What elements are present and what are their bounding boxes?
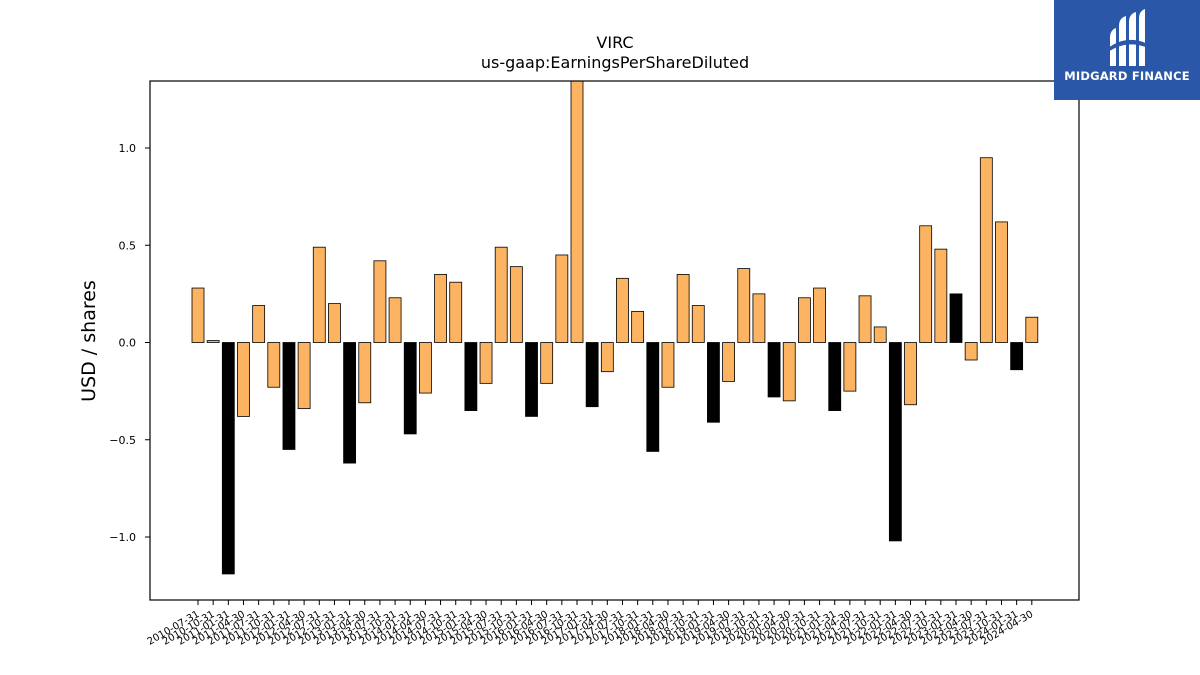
bar-2018-10-31 <box>691 305 705 343</box>
bar-2011-07-31 <box>252 305 266 343</box>
bar-2015-10-31 <box>509 266 523 343</box>
bar-2023-10-31 <box>995 221 1008 343</box>
y-tick-label: −1.0 <box>109 531 136 544</box>
y-axis-label: USD / shares <box>78 280 100 402</box>
bars-group <box>191 80 1039 575</box>
bar-2020-04-30 <box>782 342 796 402</box>
bar-2024-01-31 <box>1010 342 1024 371</box>
bar-2016-10-31 <box>570 80 584 343</box>
bar-2018-07-31 <box>676 274 690 343</box>
bar-2019-10-31 <box>752 293 766 343</box>
bar-2024-04-30 <box>1025 316 1039 343</box>
bar-2015-01-31 <box>464 342 478 411</box>
bar-2013-04-30 <box>358 342 372 404</box>
y-tick-label: 0.5 <box>119 239 137 252</box>
bar-2020-10-31 <box>813 287 826 343</box>
bar-2014-10-31 <box>449 281 463 343</box>
y-tick-label: −0.5 <box>109 434 136 447</box>
bar-2012-01-31 <box>282 342 296 450</box>
bar-2019-01-31 <box>707 342 720 423</box>
bar-2016-07-31 <box>555 254 569 343</box>
bar-2011-04-30 <box>237 342 250 417</box>
y-tick-label: 0.0 <box>119 337 137 350</box>
bar-2012-07-31 <box>312 246 326 343</box>
bar-2016-01-31 <box>525 342 538 417</box>
brand-logo: MIDGARD FINANCE <box>1054 0 1200 100</box>
bar-2017-01-31 <box>585 342 599 408</box>
bar-2011-10-31 <box>267 342 281 388</box>
bar-2019-07-31 <box>737 268 751 343</box>
bar-2015-04-30 <box>479 342 493 384</box>
bar-2016-04-30 <box>540 342 554 384</box>
bar-2021-10-31 <box>873 326 887 343</box>
bar-2022-01-31 <box>888 342 902 542</box>
bar-2021-07-31 <box>858 295 872 343</box>
bar-2011-01-31 <box>221 342 235 575</box>
bar-2010-07-31 <box>191 287 205 343</box>
bar-2018-04-30 <box>661 342 675 388</box>
bar-2022-10-31 <box>934 248 948 343</box>
chart-subtitle: us-gaap:EarningsPerShareDiluted <box>481 53 749 72</box>
bar-2018-01-31 <box>646 342 660 452</box>
bar-2013-10-31 <box>388 297 402 343</box>
logo-text: MIDGARD FINANCE <box>1064 69 1190 83</box>
bar-2017-10-31 <box>631 310 645 343</box>
bar-2020-07-31 <box>798 297 811 343</box>
bar-2014-01-31 <box>403 342 417 435</box>
bar-2021-01-31 <box>828 342 842 411</box>
bar-2014-07-31 <box>434 274 447 343</box>
bar-2014-04-30 <box>418 342 432 394</box>
chart-title: VIRC <box>596 33 633 52</box>
bar-2023-07-31 <box>979 157 993 343</box>
bar-2023-01-31 <box>949 293 963 343</box>
logo-mark-icon <box>1108 9 1148 66</box>
bar-2013-07-31 <box>373 260 387 343</box>
bar-2021-04-30 <box>843 342 857 392</box>
bar-2012-04-30 <box>297 342 311 410</box>
bar-2017-07-31 <box>616 277 629 343</box>
x-ticks: 2010-07-312010-10-312011-01-312011-04-30… <box>146 600 1035 648</box>
bar-2019-04-30 <box>722 342 735 382</box>
bar-2020-01-31 <box>767 342 781 398</box>
bar-2022-04-30 <box>904 342 917 406</box>
bar-2015-07-31 <box>494 246 508 343</box>
bar-2010-10-31 <box>206 340 220 343</box>
y-ticks: −1.0 −0.5 0.0 0.5 1.0 <box>109 142 150 544</box>
plot-frame <box>149 80 1080 601</box>
y-tick-label: 1.0 <box>119 142 137 155</box>
bar-2023-04-30 <box>964 342 978 361</box>
bar-2012-10-31 <box>328 303 341 343</box>
bar-2022-07-31 <box>919 225 933 343</box>
bar-2017-04-30 <box>600 342 614 373</box>
bar-2013-01-31 <box>343 342 357 464</box>
